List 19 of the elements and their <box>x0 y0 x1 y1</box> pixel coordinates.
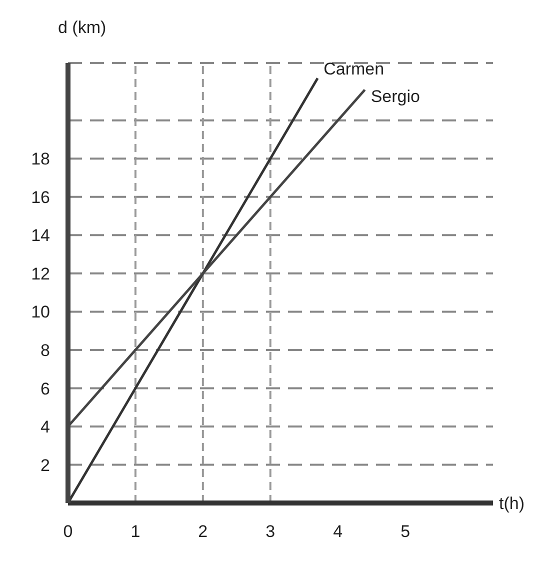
series-label: Carmen <box>324 59 384 78</box>
y-tick-label: 18 <box>31 150 50 169</box>
y-tick-label: 12 <box>31 264 50 284</box>
y-tick-label: 10 <box>31 302 50 322</box>
y-axis-title: d (km) <box>58 18 106 37</box>
y-tick-label: 14 <box>31 226 50 246</box>
y-tick-label: 4 <box>40 418 50 437</box>
x-tick-label: 5 <box>400 522 410 542</box>
y-tick-label: 16 <box>31 188 50 207</box>
x-tick-label: 2 <box>198 522 208 542</box>
x-axis-title: t(h) <box>499 494 524 513</box>
y-tick-label: 8 <box>40 340 50 360</box>
y-tick-label: 6 <box>40 379 50 398</box>
x-tick-label: 0 <box>63 522 73 542</box>
x-tick-label: 4 <box>333 522 343 542</box>
series-label: Sergio <box>370 86 420 106</box>
y-tick-label: 2 <box>40 456 50 475</box>
x-tick-label: 1 <box>130 522 140 542</box>
x-tick-label: 3 <box>266 522 276 542</box>
